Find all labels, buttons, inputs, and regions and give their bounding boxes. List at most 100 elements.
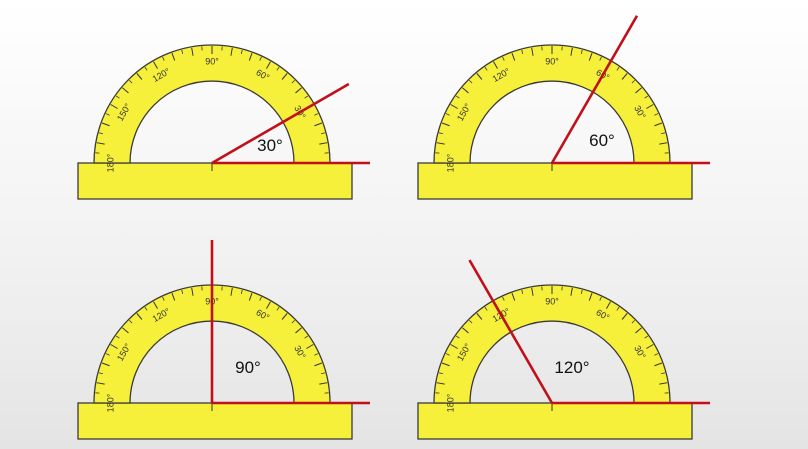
scale-ticks [95,286,329,404]
scale-tick [122,327,129,334]
scale-tick [110,344,118,349]
scale-tick [153,301,158,309]
protractor-arc [433,44,671,164]
scale-tick [153,61,158,69]
scale-tick [484,306,488,311]
angle-label: 60° [589,131,615,150]
scale-tick [635,327,642,334]
scale-tick [230,287,233,296]
scale-tick [438,132,443,135]
scale-tick [162,296,165,301]
scale-tick [450,344,458,349]
scale-tick [476,73,483,80]
scale-tick [181,49,184,54]
scale-tick [295,87,302,94]
scale-tick [654,353,659,356]
scale-tick [462,327,469,334]
scale-tick [128,319,133,324]
protractor-panel-90: 180°150°120°90°60°30°90° [77,240,370,440]
scale-tick [621,73,628,80]
scale-tick [314,353,319,356]
scale-tick [281,313,288,320]
scale-tick [314,122,323,127]
scale-tick [230,47,233,56]
angle-label: 30° [257,136,283,155]
scale-tick [314,362,323,367]
scale-tick [462,87,469,94]
scale-label-90: 90° [205,56,219,66]
scale-tick [570,287,573,296]
scale-tick [455,335,460,339]
scale-tick [570,47,573,56]
scale-tick [659,382,668,385]
scale-tick [122,87,129,94]
scale-tick [436,142,445,145]
scale-tick [599,296,602,301]
scale-tick [631,319,636,324]
scale-tick [181,289,184,294]
protractor-base [417,162,693,200]
scale-tick [319,142,328,145]
scale-label-90: 90° [545,296,559,306]
scale-tick [144,306,148,311]
scale-tick [445,113,450,116]
protractor-arc [93,284,331,404]
scale-tick [314,113,319,116]
scale-tick [468,79,473,84]
scale-tick [654,122,663,127]
scale-tick [493,61,498,69]
protractor-base [77,162,353,200]
scale-tick [101,122,110,127]
scale-tick [240,49,243,54]
scale-tick [450,104,458,109]
scale-label-180: 180° [105,153,115,172]
scale-tick [468,319,473,324]
scale-tick [171,292,176,301]
scale-tick [306,344,314,349]
scale-tick [98,132,103,135]
protractor-base [77,402,353,440]
scale-tick [588,292,593,301]
scale-tick [521,289,524,294]
scale-tick [580,49,583,54]
scale-tick [621,313,628,320]
scale-tick [441,362,450,367]
scale-tick [259,296,262,301]
scale-tick [276,306,280,311]
scale-tick [115,335,120,339]
scale-tick [321,132,326,135]
scale-tick [136,313,143,320]
scale-tick [599,56,602,61]
scale-tick [291,79,296,84]
scale-tick [654,113,659,116]
scale-tick [511,52,516,61]
scale-tick [105,353,110,356]
scale-tick [96,382,105,385]
scale-tick [248,292,253,301]
scale-tick [281,73,288,80]
scale-tick [144,66,148,71]
scale-tick [659,142,668,145]
scale-tick [259,56,262,61]
scale-tick [476,313,483,320]
scale-label-180: 180° [105,393,115,412]
scale-tick [441,122,450,127]
protractor-panel-120: 180°150°120°90°60°30°120° [417,259,710,440]
protractor-base [417,402,693,440]
angle-label: 90° [235,358,261,377]
scale-tick [521,49,524,54]
scale-tick [531,47,534,56]
scale-tick [110,104,118,109]
scale-tick [616,66,620,71]
angle-label: 120° [554,358,589,377]
scale-tick [631,79,636,84]
scale-tick [98,372,103,375]
scale-tick [502,296,505,301]
scale-tick [115,95,120,99]
scale-tick [240,289,243,294]
scale-tick [438,372,443,375]
scale-tick [580,289,583,294]
scale-tick [304,335,309,339]
scale-tick [266,301,271,309]
